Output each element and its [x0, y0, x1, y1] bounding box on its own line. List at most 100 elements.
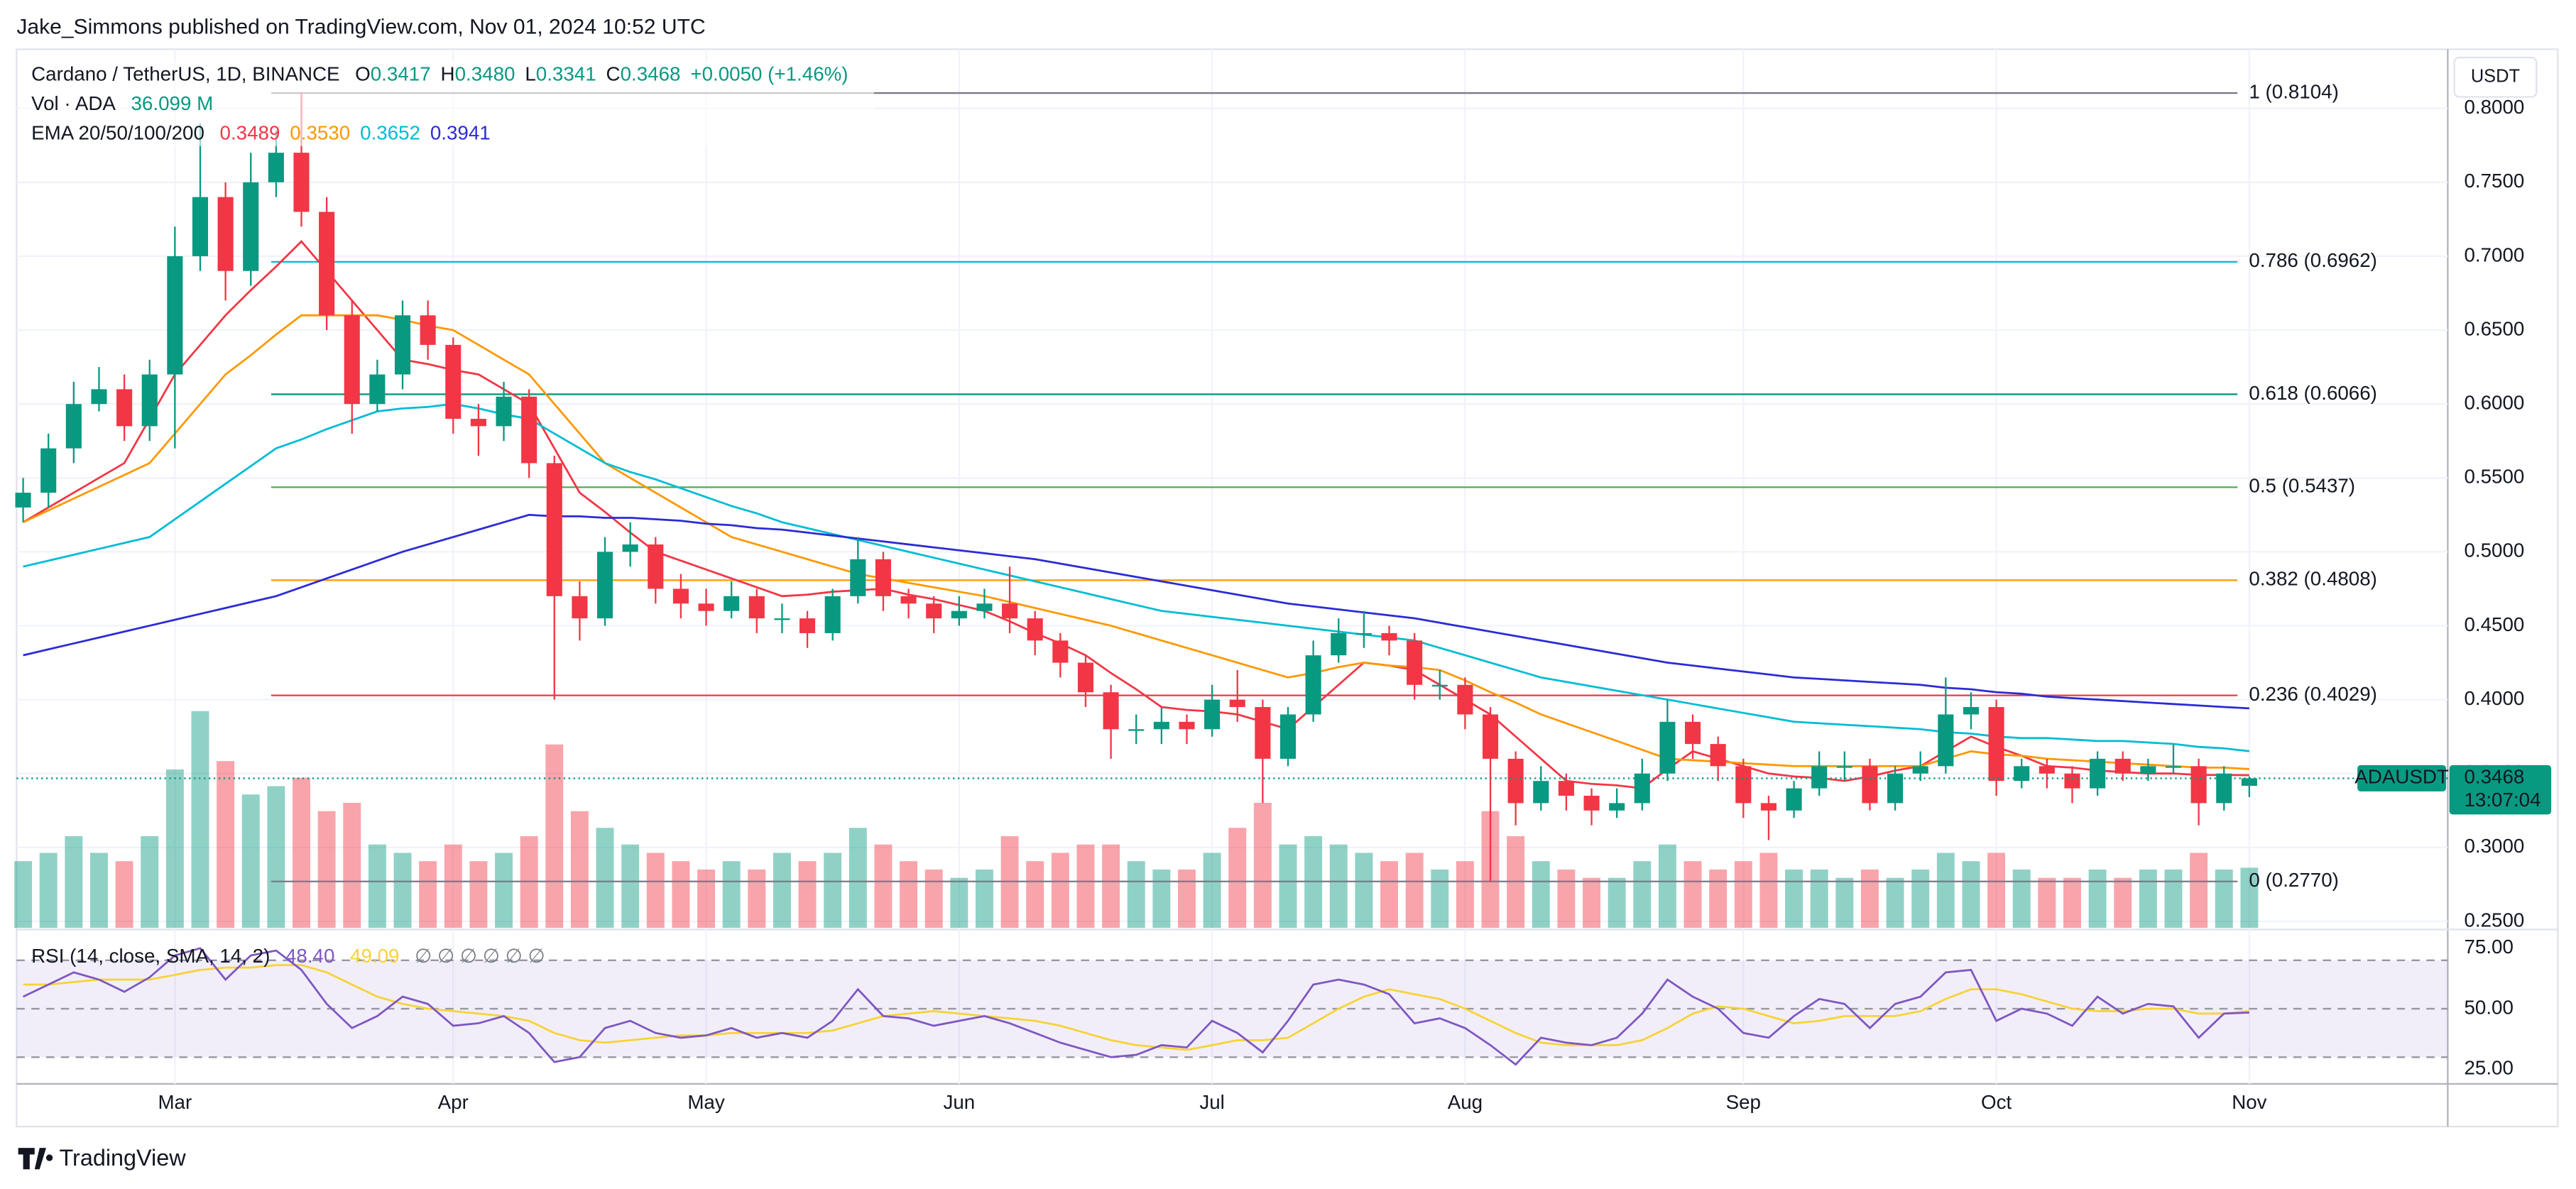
candle-body [648, 544, 664, 589]
fib-label: 0.5 (0.5437) [2249, 475, 2355, 497]
volume-bar [2164, 869, 2183, 928]
candle-body [799, 618, 816, 633]
candle-body [116, 389, 133, 427]
x-tick-label: Oct [1981, 1091, 2012, 1113]
candle-body [1229, 699, 1245, 708]
volume-bar [267, 786, 285, 928]
price-tag-countdown: 13:07:04 [2464, 789, 2540, 811]
candle-body [2014, 766, 2030, 782]
volume-bar [1431, 869, 1449, 928]
volume-bar [1026, 861, 1044, 928]
chart-frame [16, 48, 2559, 1128]
volume-bar [89, 853, 108, 928]
y-tick-label: 0.4500 [2464, 613, 2524, 635]
candle-body [1710, 744, 1726, 767]
volume-bar [1658, 844, 1676, 928]
candle-body [2165, 766, 2182, 768]
volume-bar [621, 844, 640, 928]
candle-body [521, 396, 537, 464]
candle-body [2190, 766, 2207, 804]
candle-body [875, 559, 891, 596]
ohlc-key: O [355, 63, 371, 85]
ohlc-key: L [525, 63, 535, 85]
volume-bar [2139, 869, 2157, 928]
volume-bar [65, 835, 83, 928]
volume-value: 36.099 M [131, 92, 214, 114]
candle-body [1331, 632, 1347, 656]
candle-body [1381, 632, 1397, 641]
volume-bar [293, 777, 310, 928]
candle-body [1052, 640, 1069, 663]
candle-body [2064, 773, 2080, 789]
volume-bar [1557, 869, 1576, 928]
candle-body [2216, 773, 2232, 804]
volume-bar [646, 853, 665, 928]
volume-bar [495, 853, 513, 928]
candle-body [2039, 766, 2055, 774]
candle-body [217, 197, 234, 271]
candle-body [1963, 707, 1980, 715]
volume-bar [1936, 853, 1955, 928]
candle-body [774, 618, 790, 620]
ohlc-value: 0.3468 [621, 63, 681, 85]
volume-bar [343, 802, 361, 928]
rsi-line [22, 947, 2249, 1066]
candle-body [1128, 729, 1145, 731]
x-tick-label: Mar [158, 1091, 192, 1113]
volume-bar [1228, 828, 1247, 928]
candle-body [1279, 714, 1297, 759]
volume-bar [2063, 877, 2081, 928]
volume-bar [924, 869, 943, 928]
price-tag [2449, 765, 2552, 815]
ema-value: 0.3941 [430, 122, 491, 144]
candle-body [1912, 766, 1928, 774]
rsi-tick-label: 75.00 [2464, 936, 2513, 958]
candle-body [622, 544, 638, 552]
candle-body [40, 448, 57, 493]
rsi-tick-label: 50.00 [2464, 996, 2513, 1018]
x-tick-label: Jun [943, 1091, 975, 1113]
ema-value: 0.3530 [290, 122, 350, 144]
candle-body [1027, 618, 1043, 641]
x-tick-label: Sep [1726, 1091, 1761, 1113]
volume-bar [1178, 869, 1196, 928]
candle-body [243, 182, 259, 271]
currency[interactable]: USDT [2471, 66, 2520, 86]
currency-button[interactable] [2453, 56, 2538, 98]
volume-bar [545, 744, 564, 928]
candle-body [596, 552, 613, 619]
fib-label: 0.382 (0.4808) [2249, 568, 2377, 590]
volume-bar [393, 853, 412, 928]
volume-bar [1608, 877, 1626, 928]
rsi-sma-line [23, 964, 2250, 1051]
x-tick-label: Apr [438, 1091, 469, 1113]
volume-bar [672, 861, 690, 928]
y-tick-label: 0.2500 [2464, 909, 2524, 931]
legend-backdrop [19, 60, 874, 146]
candle-body [319, 212, 335, 316]
volume-bar [241, 794, 260, 928]
volume-bar [1051, 853, 1069, 928]
volume-bar [975, 869, 993, 928]
y-tick-label: 0.4000 [2464, 687, 2524, 709]
volume-bar [141, 835, 159, 928]
candle-body [824, 596, 841, 633]
volume-bar [2190, 853, 2208, 928]
y-tick-label: 0.5000 [2464, 539, 2524, 561]
ohlc-value: 0.3417 [371, 63, 431, 85]
candle-body [1204, 699, 1221, 730]
candle-body [2140, 766, 2156, 774]
candle-body [1255, 707, 1271, 759]
candle-body [1836, 766, 1852, 768]
rsi-extra: ∅ ∅ ∅ ∅ ∅ ∅ [415, 945, 545, 967]
fib-label: 0 (0.2770) [2249, 869, 2339, 891]
volume-bar [368, 844, 386, 928]
candle-body [1103, 692, 1119, 730]
y-tick-label: 0.7000 [2464, 243, 2524, 265]
change: +0.0050 (+1.46%) [690, 63, 848, 85]
candle-body [2090, 758, 2106, 789]
fib-label: 1 (0.8104) [2249, 80, 2339, 102]
rsi-title: RSI (14, close, SMA, 14, 2) [31, 945, 270, 967]
ohlc-value: 0.3480 [455, 63, 515, 85]
